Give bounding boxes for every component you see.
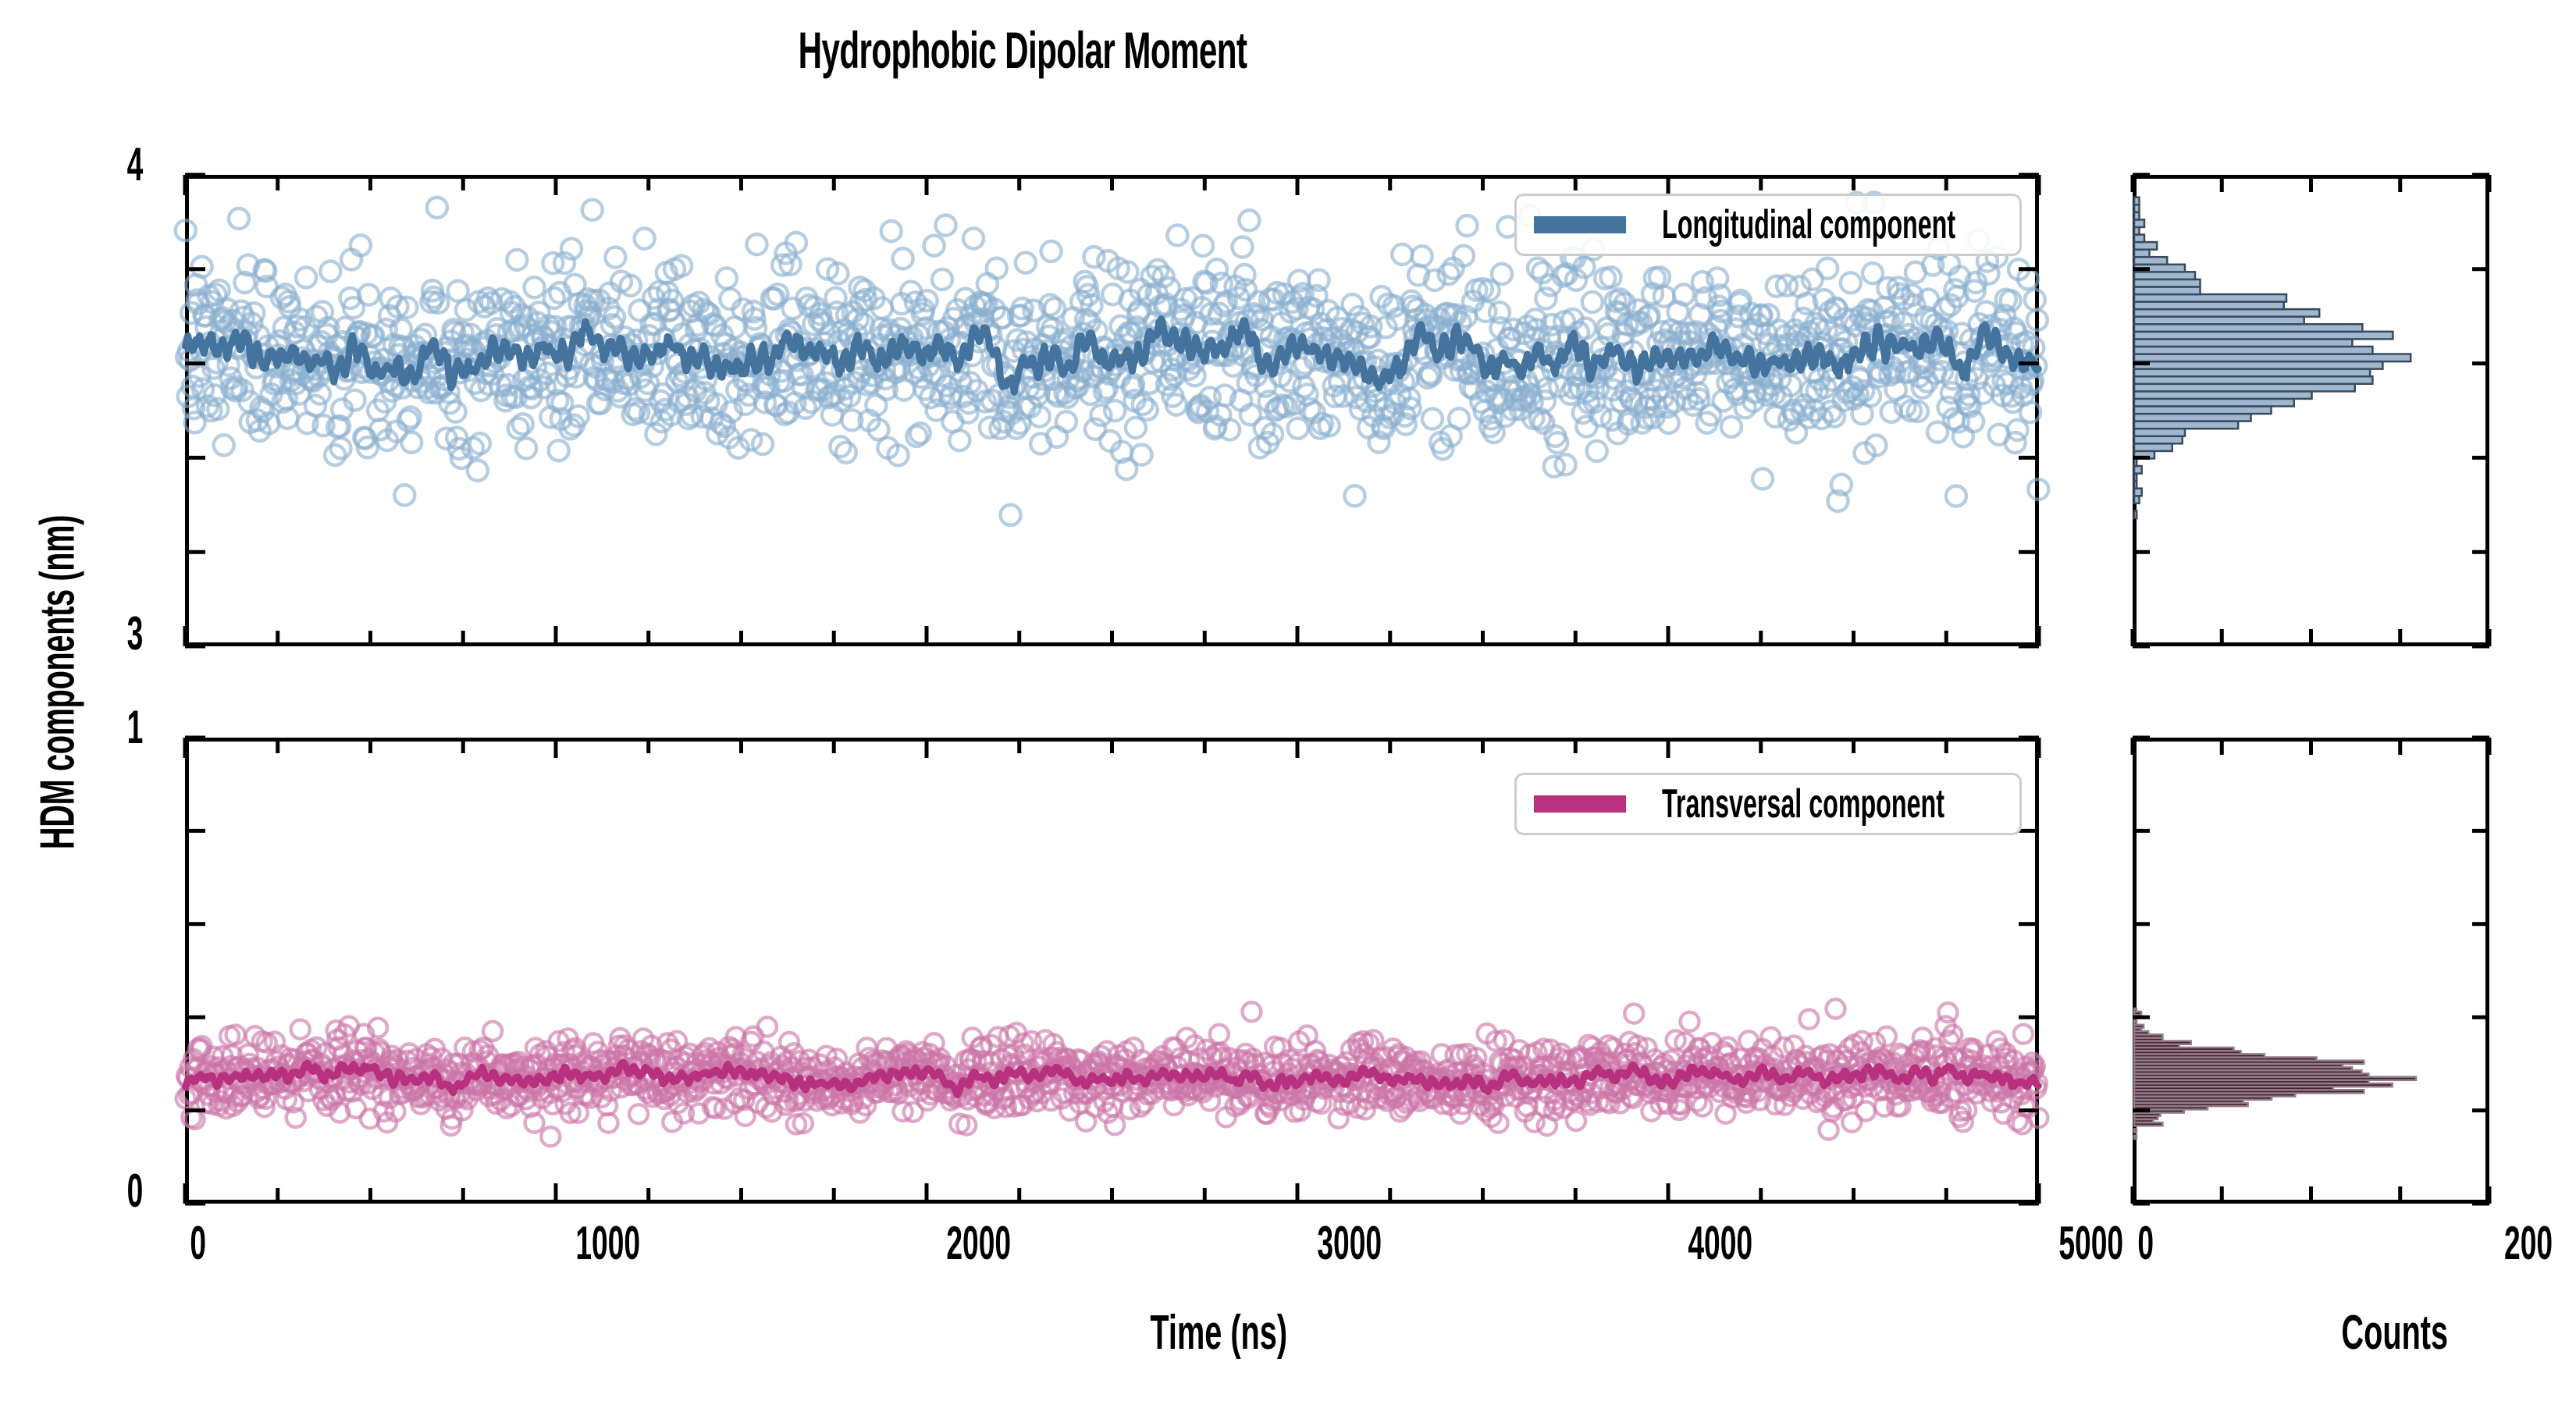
hist-x-axis-label: Counts	[2341, 1306, 2449, 1360]
chart-title: Hydrophobic Dipolar Moment	[798, 21, 1247, 79]
ytick-label-top-min: 3	[126, 607, 144, 660]
legend-label-longitudinal: Longitudinal component	[1662, 202, 1956, 247]
xtick-label-0: 0	[190, 1217, 207, 1269]
ytick-label-top-max: 4	[126, 138, 144, 190]
histogram-bars-longitudinal	[2133, 196, 2412, 520]
xtick-label-3000: 3000	[1317, 1217, 1382, 1269]
legend-transversal[interactable]: Transversal component	[1514, 773, 2022, 835]
xtick-label-4000: 4000	[1688, 1217, 1753, 1269]
xtick-label-2000: 2000	[946, 1217, 1012, 1269]
legend-swatch-transversal	[1534, 795, 1626, 813]
running-mean-line-longitudinal	[182, 315, 2042, 396]
hist-xtick-label-200: 200	[2504, 1217, 2553, 1269]
legend-label-transversal: Transversal component	[1662, 781, 1944, 827]
legend-swatch-longitudinal	[1534, 216, 1626, 233]
x-axis-label: Time (ns)	[1150, 1306, 1288, 1360]
running-mean-line-transversal	[182, 1058, 2042, 1099]
xtick-label-5000: 5000	[2058, 1217, 2124, 1269]
ytick-label-bot-min: 0	[126, 1165, 144, 1217]
legend-longitudinal[interactable]: Longitudinal component	[1514, 194, 2022, 256]
ytick-label-bot-max: 1	[126, 701, 144, 753]
histogram-panel-transversal	[2133, 738, 2489, 1204]
hist-xtick-label-0: 0	[2137, 1217, 2154, 1269]
xtick-label-1000: 1000	[575, 1217, 641, 1269]
histogram-bars-transversal	[2133, 1007, 2418, 1140]
axis-ticks	[183, 173, 2492, 1206]
